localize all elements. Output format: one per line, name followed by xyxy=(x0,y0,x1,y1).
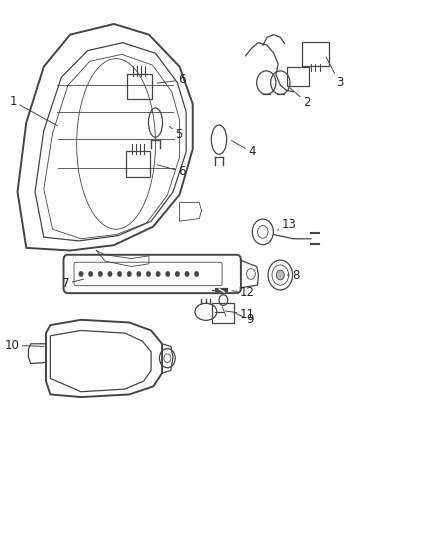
Circle shape xyxy=(156,271,160,277)
Circle shape xyxy=(185,271,189,277)
Circle shape xyxy=(166,271,170,277)
Circle shape xyxy=(79,271,83,277)
Text: 6: 6 xyxy=(157,165,186,178)
Text: 8: 8 xyxy=(287,269,300,281)
Text: 4: 4 xyxy=(231,141,256,158)
Circle shape xyxy=(276,270,284,280)
Circle shape xyxy=(137,271,141,277)
Text: 2: 2 xyxy=(290,88,311,109)
Circle shape xyxy=(117,271,122,277)
Circle shape xyxy=(88,271,93,277)
Circle shape xyxy=(146,271,151,277)
Circle shape xyxy=(175,271,180,277)
Text: 13: 13 xyxy=(278,219,297,231)
Text: 9: 9 xyxy=(236,313,254,326)
Circle shape xyxy=(108,271,112,277)
Circle shape xyxy=(127,271,131,277)
Text: 7: 7 xyxy=(62,277,84,290)
Text: 12: 12 xyxy=(232,286,255,298)
Text: 3: 3 xyxy=(326,57,343,89)
Text: 5: 5 xyxy=(170,126,182,141)
Text: 10: 10 xyxy=(5,339,44,352)
Text: 1: 1 xyxy=(9,95,58,126)
Circle shape xyxy=(98,271,102,277)
Text: 11: 11 xyxy=(225,308,255,321)
Text: 6: 6 xyxy=(157,74,186,86)
Circle shape xyxy=(194,271,199,277)
